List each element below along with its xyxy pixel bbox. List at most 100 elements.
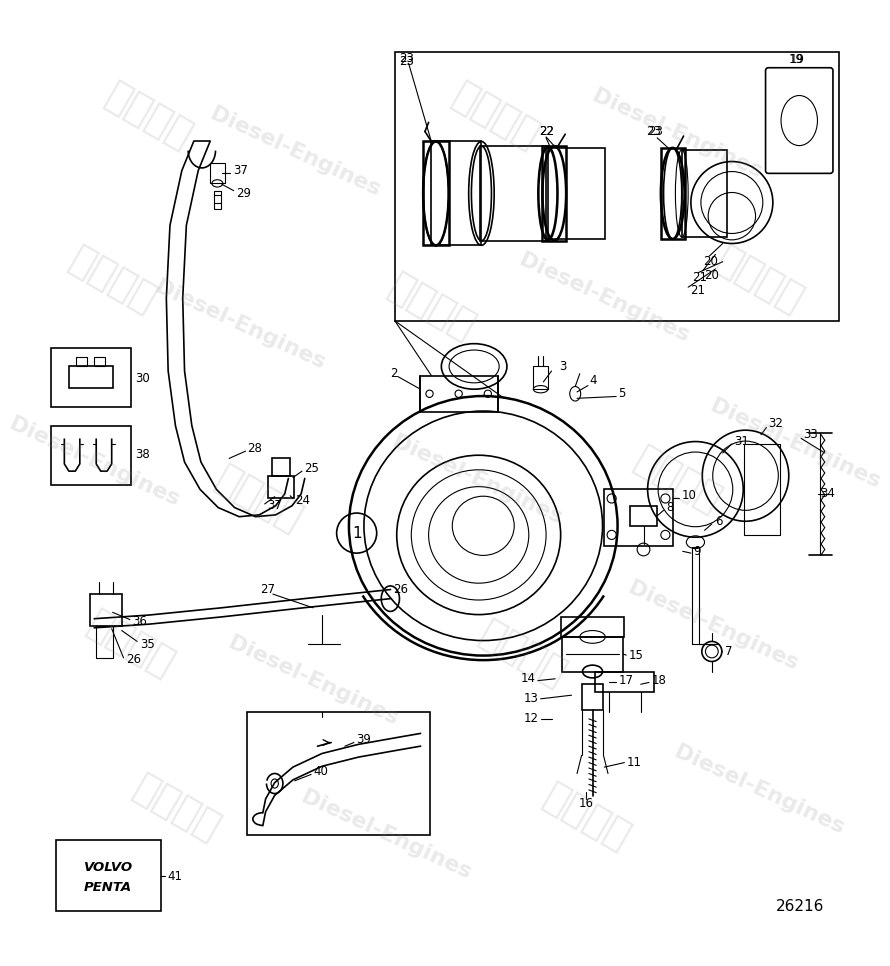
Text: 41: 41 bbox=[167, 870, 182, 883]
Bar bbox=[595, 671, 654, 692]
Text: Diesel-Engines: Diesel-Engines bbox=[671, 742, 847, 838]
Text: 8: 8 bbox=[667, 501, 674, 514]
Bar bbox=[268, 475, 294, 497]
Text: Diesel-Engines: Diesel-Engines bbox=[626, 578, 802, 674]
Text: 7: 7 bbox=[724, 645, 732, 658]
Bar bbox=[214, 190, 221, 209]
Bar bbox=[630, 506, 657, 526]
Text: 6: 6 bbox=[716, 515, 723, 527]
Text: 27: 27 bbox=[260, 583, 275, 596]
Bar bbox=[423, 141, 449, 245]
Text: 紫发动力: 紫发动力 bbox=[381, 268, 481, 347]
Text: Diesel-Engines: Diesel-Engines bbox=[225, 633, 401, 728]
Text: 紫发动力: 紫发动力 bbox=[473, 613, 572, 694]
Text: Diesel-Engines: Diesel-Engines bbox=[152, 277, 328, 374]
Text: 紫发动力: 紫发动力 bbox=[126, 768, 226, 848]
Text: 26216: 26216 bbox=[775, 899, 824, 914]
Text: 紫发动力: 紫发动力 bbox=[627, 440, 727, 520]
Bar bbox=[546, 148, 605, 239]
Text: Diesel-Engines: Diesel-Engines bbox=[297, 787, 474, 884]
Text: 紫发动力: 紫发动力 bbox=[99, 76, 199, 156]
Text: 21: 21 bbox=[692, 270, 707, 284]
Text: 19: 19 bbox=[789, 53, 804, 66]
Text: 2: 2 bbox=[390, 367, 398, 381]
Text: 12: 12 bbox=[524, 712, 538, 725]
Text: 13: 13 bbox=[524, 693, 538, 705]
Bar bbox=[395, 52, 839, 321]
Text: Diesel-Engines: Diesel-Engines bbox=[206, 104, 383, 201]
Bar bbox=[51, 348, 131, 408]
Text: Diesel-Engines: Diesel-Engines bbox=[708, 396, 884, 492]
Bar bbox=[661, 148, 684, 239]
Text: 紫发动力: 紫发动力 bbox=[536, 778, 636, 857]
Text: 26: 26 bbox=[393, 583, 409, 596]
Text: 22: 22 bbox=[538, 125, 554, 138]
Text: 40: 40 bbox=[313, 765, 328, 779]
Text: Diesel-Engines: Diesel-Engines bbox=[589, 86, 765, 183]
Text: 24: 24 bbox=[295, 494, 310, 507]
Text: 18: 18 bbox=[651, 674, 667, 687]
Bar bbox=[96, 626, 113, 658]
Text: 25: 25 bbox=[303, 462, 319, 475]
Text: 29: 29 bbox=[237, 186, 252, 200]
Bar bbox=[51, 426, 131, 485]
Text: 10: 10 bbox=[682, 489, 697, 502]
Text: 23: 23 bbox=[400, 52, 415, 65]
Bar bbox=[562, 637, 624, 671]
Text: 26: 26 bbox=[126, 653, 142, 667]
Bar bbox=[682, 150, 727, 237]
Text: 17: 17 bbox=[619, 674, 634, 687]
Text: 5: 5 bbox=[618, 387, 626, 400]
Text: 39: 39 bbox=[357, 733, 371, 747]
Text: 1: 1 bbox=[352, 526, 361, 541]
Text: VOLVO: VOLVO bbox=[84, 861, 133, 874]
Text: 35: 35 bbox=[140, 638, 155, 651]
Text: 37: 37 bbox=[233, 164, 247, 177]
Text: 紫发动力: 紫发动力 bbox=[709, 241, 809, 320]
Bar bbox=[420, 376, 498, 412]
Text: 32: 32 bbox=[768, 417, 783, 430]
Text: 11: 11 bbox=[627, 756, 643, 769]
Text: 20: 20 bbox=[703, 255, 717, 269]
Bar bbox=[581, 684, 603, 710]
Text: 紫发动力: 紫发动力 bbox=[81, 605, 181, 684]
Bar bbox=[744, 443, 781, 535]
Text: 15: 15 bbox=[629, 648, 643, 662]
Text: 34: 34 bbox=[821, 488, 835, 500]
Bar bbox=[432, 141, 481, 245]
Text: 23: 23 bbox=[648, 125, 663, 138]
Text: 33: 33 bbox=[803, 428, 818, 441]
Text: Diesel-Engines: Diesel-Engines bbox=[389, 432, 565, 528]
Text: 3: 3 bbox=[559, 360, 566, 373]
Text: Diesel-Engines: Diesel-Engines bbox=[6, 413, 182, 510]
Text: PENTA: PENTA bbox=[84, 881, 132, 894]
Bar bbox=[542, 146, 566, 241]
Text: 9: 9 bbox=[693, 545, 701, 557]
Bar bbox=[604, 490, 673, 546]
Text: 37: 37 bbox=[267, 499, 282, 512]
Bar bbox=[69, 366, 113, 388]
Text: 38: 38 bbox=[135, 448, 150, 462]
Text: 14: 14 bbox=[521, 672, 536, 685]
Text: 28: 28 bbox=[247, 441, 263, 455]
Bar bbox=[94, 357, 105, 366]
Bar bbox=[210, 163, 224, 184]
Bar bbox=[480, 146, 548, 241]
Text: 36: 36 bbox=[133, 615, 148, 628]
Bar bbox=[272, 458, 290, 475]
Bar bbox=[90, 594, 122, 626]
Text: 21: 21 bbox=[690, 284, 705, 298]
Bar bbox=[56, 840, 161, 911]
Text: 紫发动力: 紫发动力 bbox=[62, 241, 163, 320]
Text: 紫发动力: 紫发动力 bbox=[445, 76, 545, 156]
Text: 30: 30 bbox=[135, 372, 150, 384]
Text: 31: 31 bbox=[733, 435, 748, 447]
Text: 16: 16 bbox=[578, 797, 594, 810]
Bar bbox=[533, 366, 548, 389]
Text: 4: 4 bbox=[590, 374, 597, 386]
Bar bbox=[561, 617, 625, 637]
Text: 19: 19 bbox=[789, 53, 805, 66]
Text: 23: 23 bbox=[646, 125, 661, 138]
Text: 20: 20 bbox=[705, 269, 719, 282]
Text: Diesel-Engines: Diesel-Engines bbox=[516, 250, 692, 347]
